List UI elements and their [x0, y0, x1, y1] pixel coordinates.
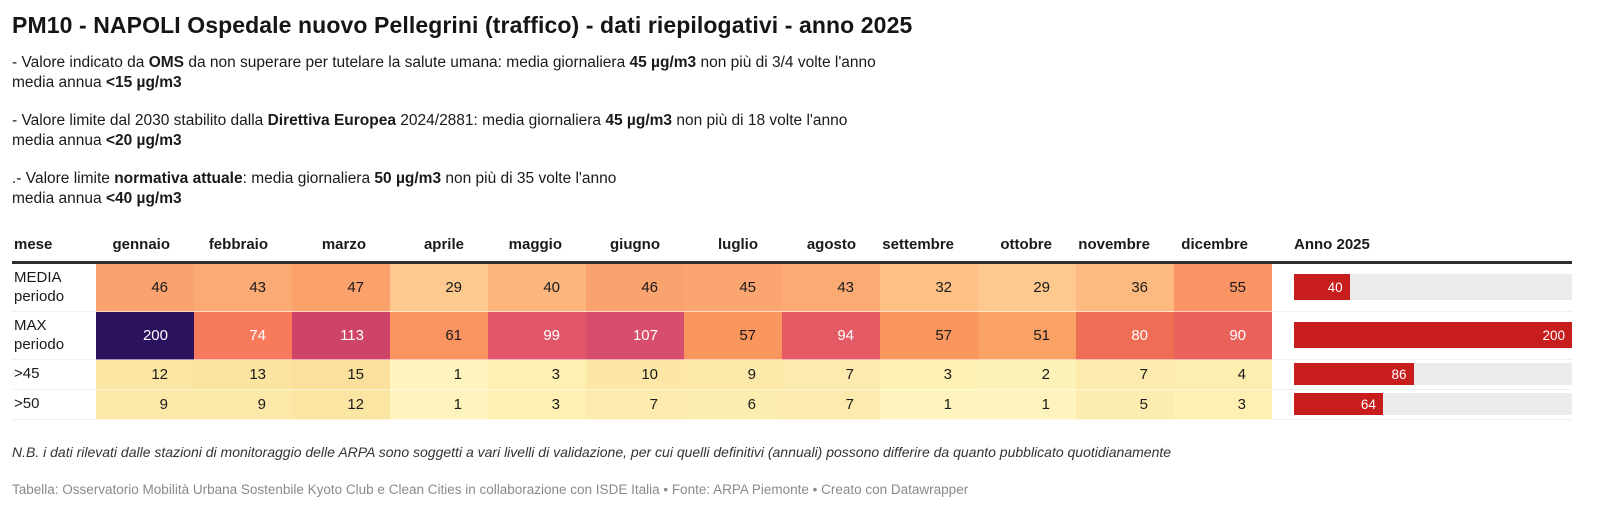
heatmap-cell: 1: [978, 389, 1076, 420]
heatmap-cell: 4: [1174, 359, 1272, 390]
column-header: settembre: [880, 227, 978, 264]
column-header: giugno: [586, 227, 684, 264]
column-header: aprile: [390, 227, 488, 264]
heatmap-cell: 3: [488, 359, 586, 390]
heatmap-cell: 1: [390, 389, 488, 420]
datawrapper-table-page: PM10 - NAPOLI Ospedale nuovo Pellegrini …: [12, 12, 1572, 497]
heatmap-cell: 2: [978, 359, 1076, 390]
heatmap-cell: 3: [1174, 389, 1272, 420]
validation-note: N.B. i dati rilevati dalle stazioni di m…: [12, 443, 1172, 460]
annual-bar-cell: 64: [1272, 389, 1572, 420]
annual-bar: 200: [1294, 322, 1572, 349]
page-title: PM10 - NAPOLI Ospedale nuovo Pellegrini …: [12, 12, 913, 38]
heatmap-cell: 7: [586, 389, 684, 420]
heatmap-cell: 99: [488, 311, 586, 360]
heatmap-cell: 29: [978, 263, 1076, 312]
column-header: Anno 2025: [1272, 227, 1572, 264]
annual-bar-track: 40: [1294, 274, 1572, 301]
heatmap-cell: 36: [1076, 263, 1174, 312]
heatmap-cell: 51: [978, 311, 1076, 360]
heatmap-cell: 57: [684, 311, 782, 360]
column-header: febbraio: [194, 227, 292, 264]
column-header: ottobre: [978, 227, 1076, 264]
annual-bar-cell: 40: [1272, 263, 1572, 312]
annual-bar-cell: 86: [1272, 359, 1572, 390]
heatmap-cell: 43: [194, 263, 292, 312]
heatmap-cell: 94: [782, 311, 880, 360]
annual-bar-value: 40: [1327, 279, 1343, 295]
heatmap-cell: 40: [488, 263, 586, 312]
annual-bar-track: 200: [1294, 322, 1572, 349]
column-header: novembre: [1076, 227, 1174, 264]
annual-bar-value: 86: [1391, 366, 1407, 382]
heatmap-cell: 47: [292, 263, 390, 312]
heatmap-cell: 13: [194, 359, 292, 390]
heatmap-cell: 1: [880, 389, 978, 420]
heatmap-cell: 15: [292, 359, 390, 390]
heatmap-cell: 7: [782, 389, 880, 420]
heatmap-cell: 7: [1076, 359, 1174, 390]
heatmap-cell: 10: [586, 359, 684, 390]
heatmap-cell: 7: [782, 359, 880, 390]
heatmap-cell: 80: [1076, 311, 1174, 360]
heatmap-cell: 107: [586, 311, 684, 360]
heatmap-cell: 6: [684, 389, 782, 420]
intro-paragraph: - Valore limite dal 2030 stabilito dalla…: [12, 111, 848, 150]
heatmap-cell: 9: [684, 359, 782, 390]
intro-paragraph: .- Valore limite normativa attuale: medi…: [12, 169, 617, 208]
annual-bar: 40: [1294, 274, 1350, 301]
column-header: maggio: [488, 227, 586, 264]
heatmap-cell: 12: [96, 359, 194, 390]
heatmap-cell: 61: [390, 311, 488, 360]
annual-bar: 64: [1294, 393, 1383, 416]
column-header: agosto: [782, 227, 880, 264]
heatmap-cell: 3: [488, 389, 586, 420]
heatmap-cell: 113: [292, 311, 390, 360]
column-header: luglio: [684, 227, 782, 264]
heatmap-cell: 1: [390, 359, 488, 390]
column-header: mese: [12, 227, 96, 264]
heatmap-cell: 9: [96, 389, 194, 420]
heatmap-cell: 200: [96, 311, 194, 360]
heatmap-cell: 12: [292, 389, 390, 420]
heatmap-cell: 32: [880, 263, 978, 312]
heatmap-cell: 45: [684, 263, 782, 312]
heatmap-cell: 57: [880, 311, 978, 360]
annual-bar: 86: [1294, 363, 1414, 386]
heatmap-cell: 9: [194, 389, 292, 420]
annual-bar-track: 86: [1294, 363, 1572, 386]
intro-notes: - Valore indicato da OMS da non superare…: [12, 53, 1572, 210]
heatmap-cell: 46: [96, 263, 194, 312]
annual-bar-value: 64: [1360, 396, 1376, 412]
column-header: gennaio: [96, 227, 194, 264]
row-label: MEDIA periodo: [12, 263, 96, 312]
row-label: MAX periodo: [12, 311, 96, 360]
source-line: Tabella: Osservatorio Mobilità Urbana So…: [12, 481, 969, 497]
data-table: mese gennaio febbraio marzo aprile maggio giug…: [12, 227, 1572, 420]
column-header: dicembre: [1174, 227, 1272, 264]
heatmap-cell: 43: [782, 263, 880, 312]
heatmap-cell: 29: [390, 263, 488, 312]
heatmap-cell: 46: [586, 263, 684, 312]
column-header: marzo: [292, 227, 390, 264]
annual-bar-track: 64: [1294, 393, 1572, 416]
row-label: >50: [12, 389, 96, 420]
annual-bar-cell: 200: [1272, 311, 1572, 360]
heatmap-cell: 5: [1076, 389, 1174, 420]
intro-paragraph: - Valore indicato da OMS da non superare…: [12, 54, 876, 92]
heatmap-cell: 74: [194, 311, 292, 360]
heatmap-cell: 3: [880, 359, 978, 390]
heatmap-cell: 55: [1174, 263, 1272, 312]
annual-bar-value: 200: [1542, 327, 1565, 343]
row-label: >45: [12, 359, 96, 390]
heatmap-cell: 90: [1174, 311, 1272, 360]
